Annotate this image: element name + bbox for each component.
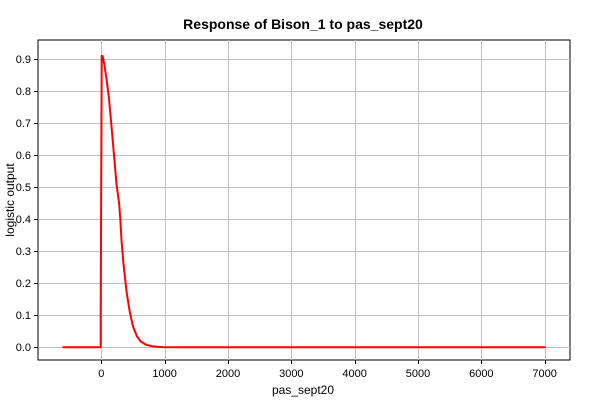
response-curve-line: [62, 55, 546, 349]
series-layer: [62, 55, 546, 349]
x-tick-label: 2000: [216, 368, 240, 380]
y-tick-label: 0.1: [16, 310, 31, 322]
x-tick-label: 7000: [532, 368, 556, 380]
axis-ticks: 0 1000 2000 3000 4000 5000 6000 7000 0.0 0.1 0.2 0.…: [16, 54, 557, 380]
x-tick-label: 6000: [469, 368, 493, 380]
x-tick-label: 4000: [342, 368, 366, 380]
x-tick-label: 3000: [279, 368, 303, 380]
y-tick-label: 0.3: [16, 246, 31, 258]
y-tick-label: 0.6: [16, 150, 31, 162]
y-tick-label: 0.4: [16, 214, 31, 226]
y-tick-label: 0.7: [16, 118, 31, 130]
y-axis-label: logistic output: [3, 163, 17, 237]
x-tick-label: 1000: [152, 368, 176, 380]
chart-title: Response of Bison_1 to pas_sept20: [183, 16, 423, 32]
x-axis-label: pas_sept20: [272, 383, 334, 397]
y-tick-label: 0.8: [16, 86, 31, 98]
y-tick-label: 0.2: [16, 278, 31, 290]
y-tick-label: 0.0: [16, 342, 31, 354]
x-tick-label: 0: [98, 368, 104, 380]
y-tick-label: 0.9: [16, 54, 31, 66]
y-tick-label: 0.5: [16, 182, 31, 194]
x-tick-label: 5000: [406, 368, 430, 380]
